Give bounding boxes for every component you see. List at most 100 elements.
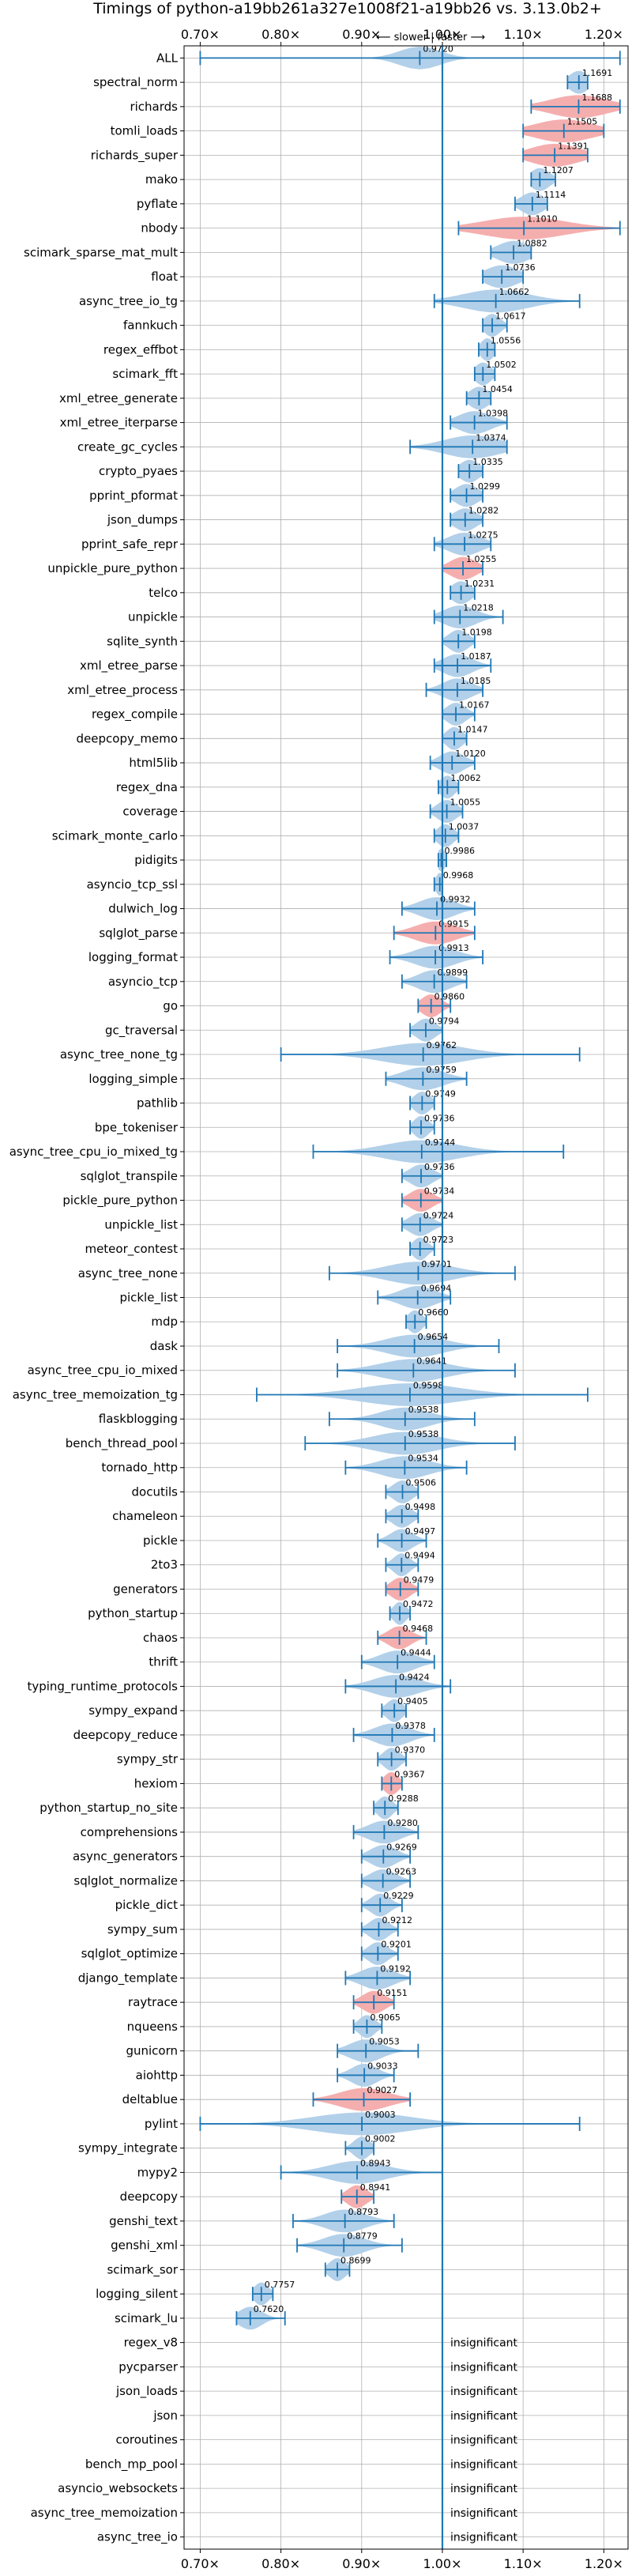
row-label: regex_v8 — [124, 2336, 178, 2351]
row-label: pprint_safe_repr — [81, 537, 179, 552]
insignificant-label: insignificant — [450, 2483, 518, 2495]
row-label: scimark_sor — [107, 2262, 178, 2277]
row-label: generators — [113, 1582, 178, 1596]
row-label: async_tree_none_tg — [60, 1047, 178, 1062]
value-label: 1.1010 — [527, 214, 558, 224]
violin-layer — [199, 46, 621, 2330]
value-label: 1.1691 — [582, 68, 613, 78]
value-label: 1.0198 — [461, 627, 492, 637]
insignificant-label: insignificant — [450, 2410, 518, 2423]
row-label: python_startup — [88, 1606, 178, 1621]
row-label: gc_traversal — [105, 1023, 178, 1038]
value-label: 1.1688 — [581, 92, 612, 103]
row-label: unpickle — [128, 610, 178, 624]
row-label: async_tree_io_tg — [79, 294, 178, 309]
row-label: typing_runtime_protocols — [27, 1679, 178, 1694]
row-label: regex_compile — [92, 707, 178, 722]
row-label: xml_etree_generate — [59, 391, 178, 406]
row-label: dask — [150, 1339, 179, 1353]
row-label: pidigits — [134, 853, 178, 867]
value-label: 1.0218 — [463, 603, 494, 613]
value-label: 1.0454 — [482, 384, 513, 394]
row-label: dulwich_log — [108, 902, 178, 917]
value-label: 0.9378 — [395, 1721, 425, 1731]
value-label: 0.9744 — [425, 1137, 456, 1148]
row-label: gunicorn — [126, 2044, 178, 2058]
row-label: sympy_str — [117, 1752, 179, 1767]
row-label: thrift — [149, 1655, 178, 1669]
x-tick-label-bottom: 1.10× — [504, 2556, 543, 2571]
row-label: asyncio_websockets — [58, 2481, 178, 2496]
row-label: sqlglot_transpile — [81, 1169, 178, 1184]
row-label: mako — [145, 172, 178, 187]
value-label: 0.9497 — [405, 1526, 436, 1537]
row-label: logging_simple — [88, 1072, 178, 1087]
value-label: 0.9986 — [445, 846, 476, 856]
value-label: 0.9736 — [424, 1113, 455, 1123]
value-label: 0.9736 — [424, 1162, 455, 1172]
value-label: 0.8779 — [347, 2231, 378, 2242]
value-label: 1.0037 — [449, 821, 480, 832]
row-label: logging_format — [88, 950, 178, 965]
row-label: regex_dna — [116, 780, 178, 795]
value-label: 1.0299 — [470, 481, 501, 492]
value-label: 1.1505 — [567, 117, 598, 127]
value-label: 0.9280 — [387, 1818, 417, 1828]
row-label: scimark_monte_carlo — [52, 828, 178, 843]
value-label: 0.9027 — [367, 2085, 398, 2095]
value-label: 0.8941 — [360, 2182, 391, 2193]
value-label: 0.9192 — [380, 1963, 411, 1974]
value-label: 1.0147 — [457, 724, 488, 734]
value-label: 1.0275 — [468, 530, 498, 540]
row-label: json_dumps — [107, 513, 178, 528]
row-label: pylint — [145, 2117, 178, 2131]
value-label: 1.0255 — [466, 554, 497, 564]
value-label: 0.9002 — [365, 2134, 396, 2144]
value-label: 0.9424 — [399, 1672, 430, 1682]
row-label: pickle_dict — [115, 1898, 178, 1913]
value-label: 0.9229 — [383, 1891, 414, 1901]
row-label: scimark_lu — [115, 2311, 178, 2326]
row-label: python_startup_no_site — [40, 1801, 178, 1816]
value-label: 0.9860 — [434, 992, 465, 1002]
value-label: 0.9723 — [423, 1235, 454, 1245]
value-label: 0.9598 — [413, 1380, 444, 1390]
row-label: go — [163, 999, 178, 1013]
value-label: 1.0062 — [450, 773, 481, 783]
value-label: 1.0502 — [486, 360, 517, 370]
row-label: raytrace — [128, 1995, 178, 2009]
value-label: 0.9660 — [418, 1307, 449, 1318]
row-label: deepcopy_reduce — [73, 1728, 178, 1743]
row-label: logging_silent — [96, 2287, 178, 2302]
x-tick-label-bottom: 1.20× — [585, 2556, 623, 2571]
direction-label: ⟵ slower | faster ⟶ — [376, 32, 485, 43]
row-label: create_gc_cycles — [77, 439, 178, 454]
row-label: unpickle_list — [104, 1217, 178, 1232]
value-label: 0.9794 — [429, 1016, 460, 1026]
row-label: tomli_loads — [111, 124, 179, 139]
x-tick-label-bottom: 1.00× — [423, 2556, 461, 2571]
value-label: 0.9641 — [416, 1356, 447, 1367]
value-label: 0.9444 — [401, 1648, 431, 1658]
value-label: 0.9033 — [367, 2061, 398, 2071]
value-label: 1.0055 — [450, 798, 481, 808]
row-label: async_tree_memoization_tg — [13, 1387, 178, 1402]
x-tick-label-bottom: 0.90× — [342, 2556, 381, 2571]
value-label: 0.9370 — [395, 1745, 426, 1756]
value-label: 0.9263 — [386, 1866, 417, 1876]
value-label: 0.9759 — [426, 1065, 457, 1075]
row-label: deltablue — [122, 2092, 178, 2106]
value-label: 0.9003 — [365, 2110, 396, 2120]
row-label: scimark_sparse_mat_mult — [24, 245, 178, 260]
row-label: genshi_text — [109, 2214, 178, 2229]
value-label: 1.0120 — [455, 749, 486, 759]
value-label: 0.9269 — [386, 1842, 416, 1853]
value-label: 0.9915 — [438, 918, 469, 929]
value-label: 1.0736 — [505, 262, 536, 273]
row-label: pickle_pure_python — [62, 1194, 178, 1209]
value-label: 0.9932 — [440, 895, 471, 905]
value-label: 0.9212 — [382, 1915, 412, 1925]
row-label: html5lib — [129, 756, 178, 770]
insignificant-label: insignificant — [450, 2507, 518, 2520]
row-label: coroutines — [115, 2433, 178, 2447]
